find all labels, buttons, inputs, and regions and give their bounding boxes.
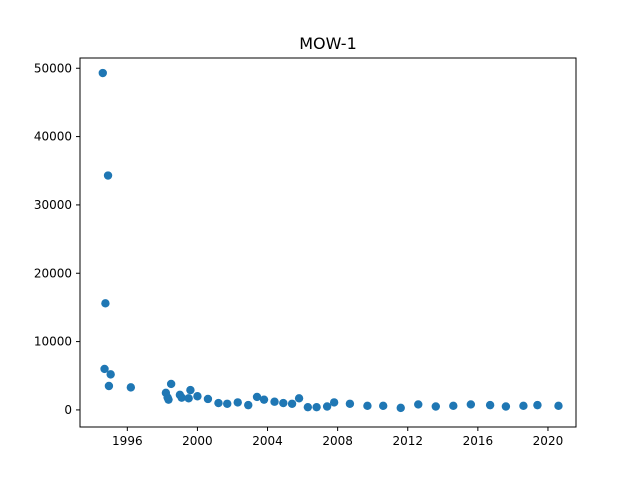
plot-frame bbox=[79, 57, 577, 428]
data-point-4 bbox=[106, 370, 115, 379]
data-point-8 bbox=[166, 379, 176, 389]
x-axis: 1996 2000 2004 2008 2012 2016 2020 bbox=[112, 427, 563, 448]
data-point-36 bbox=[431, 402, 440, 411]
data-point-32 bbox=[363, 401, 372, 411]
data-point-0 bbox=[98, 68, 107, 78]
y-tick-label: 40000 bbox=[34, 130, 72, 144]
data-point-13 bbox=[186, 385, 195, 395]
y-tick-label: 30000 bbox=[34, 198, 72, 212]
x-tick-label: 2020 bbox=[533, 434, 564, 448]
data-point-18 bbox=[223, 399, 232, 408]
data-point-21 bbox=[252, 392, 262, 402]
data-point-42 bbox=[533, 400, 542, 410]
data-point-30 bbox=[329, 398, 339, 407]
data-point-3 bbox=[100, 364, 109, 374]
data-point-24 bbox=[279, 398, 288, 408]
data-point-35 bbox=[414, 400, 423, 409]
y-tick-label: 20000 bbox=[34, 266, 72, 280]
data-point-22 bbox=[259, 395, 269, 404]
y-tick-label: 0 bbox=[64, 403, 72, 417]
data-point-29 bbox=[322, 402, 332, 411]
data-point-37 bbox=[449, 401, 458, 411]
data-point-23 bbox=[270, 397, 279, 406]
x-tick-label: 2000 bbox=[182, 434, 213, 448]
data-point-26 bbox=[294, 394, 304, 403]
data-point-33 bbox=[379, 401, 388, 411]
data-point-16 bbox=[203, 394, 213, 404]
y-tick-label: 10000 bbox=[34, 335, 72, 349]
data-point-15 bbox=[193, 392, 202, 401]
data-point-1 bbox=[103, 171, 113, 180]
data-point-25 bbox=[287, 399, 297, 408]
x-tick-label: 1996 bbox=[112, 434, 143, 448]
data-point-38 bbox=[466, 400, 476, 409]
data-point-34 bbox=[396, 403, 405, 413]
x-tick-label: 2004 bbox=[252, 434, 283, 448]
data-point-28 bbox=[312, 402, 321, 412]
y-tick-label: 50000 bbox=[34, 61, 72, 75]
data-point-40 bbox=[501, 402, 511, 411]
data-point-41 bbox=[519, 401, 528, 411]
data-point-2 bbox=[101, 299, 110, 308]
data-point-20 bbox=[244, 400, 253, 410]
data-point-31 bbox=[345, 399, 355, 408]
data-point-17 bbox=[214, 398, 223, 408]
data-point-10 bbox=[164, 395, 173, 404]
x-tick-label: 2012 bbox=[392, 434, 423, 448]
chart-title: MOW-1 bbox=[299, 34, 357, 53]
data-point-6 bbox=[126, 383, 136, 392]
data-point-27 bbox=[303, 402, 313, 412]
data-point-12 bbox=[177, 393, 186, 402]
data-point-43 bbox=[554, 401, 563, 411]
data-point-19 bbox=[233, 398, 242, 407]
data-points bbox=[98, 68, 563, 413]
y-axis: 0 10000 20000 30000 40000 50000 bbox=[34, 61, 80, 417]
data-point-39 bbox=[485, 400, 495, 410]
data-point-14 bbox=[184, 394, 193, 403]
x-tick-label: 2008 bbox=[322, 434, 353, 448]
x-tick-label: 2016 bbox=[463, 434, 494, 448]
data-point-5 bbox=[104, 381, 114, 391]
